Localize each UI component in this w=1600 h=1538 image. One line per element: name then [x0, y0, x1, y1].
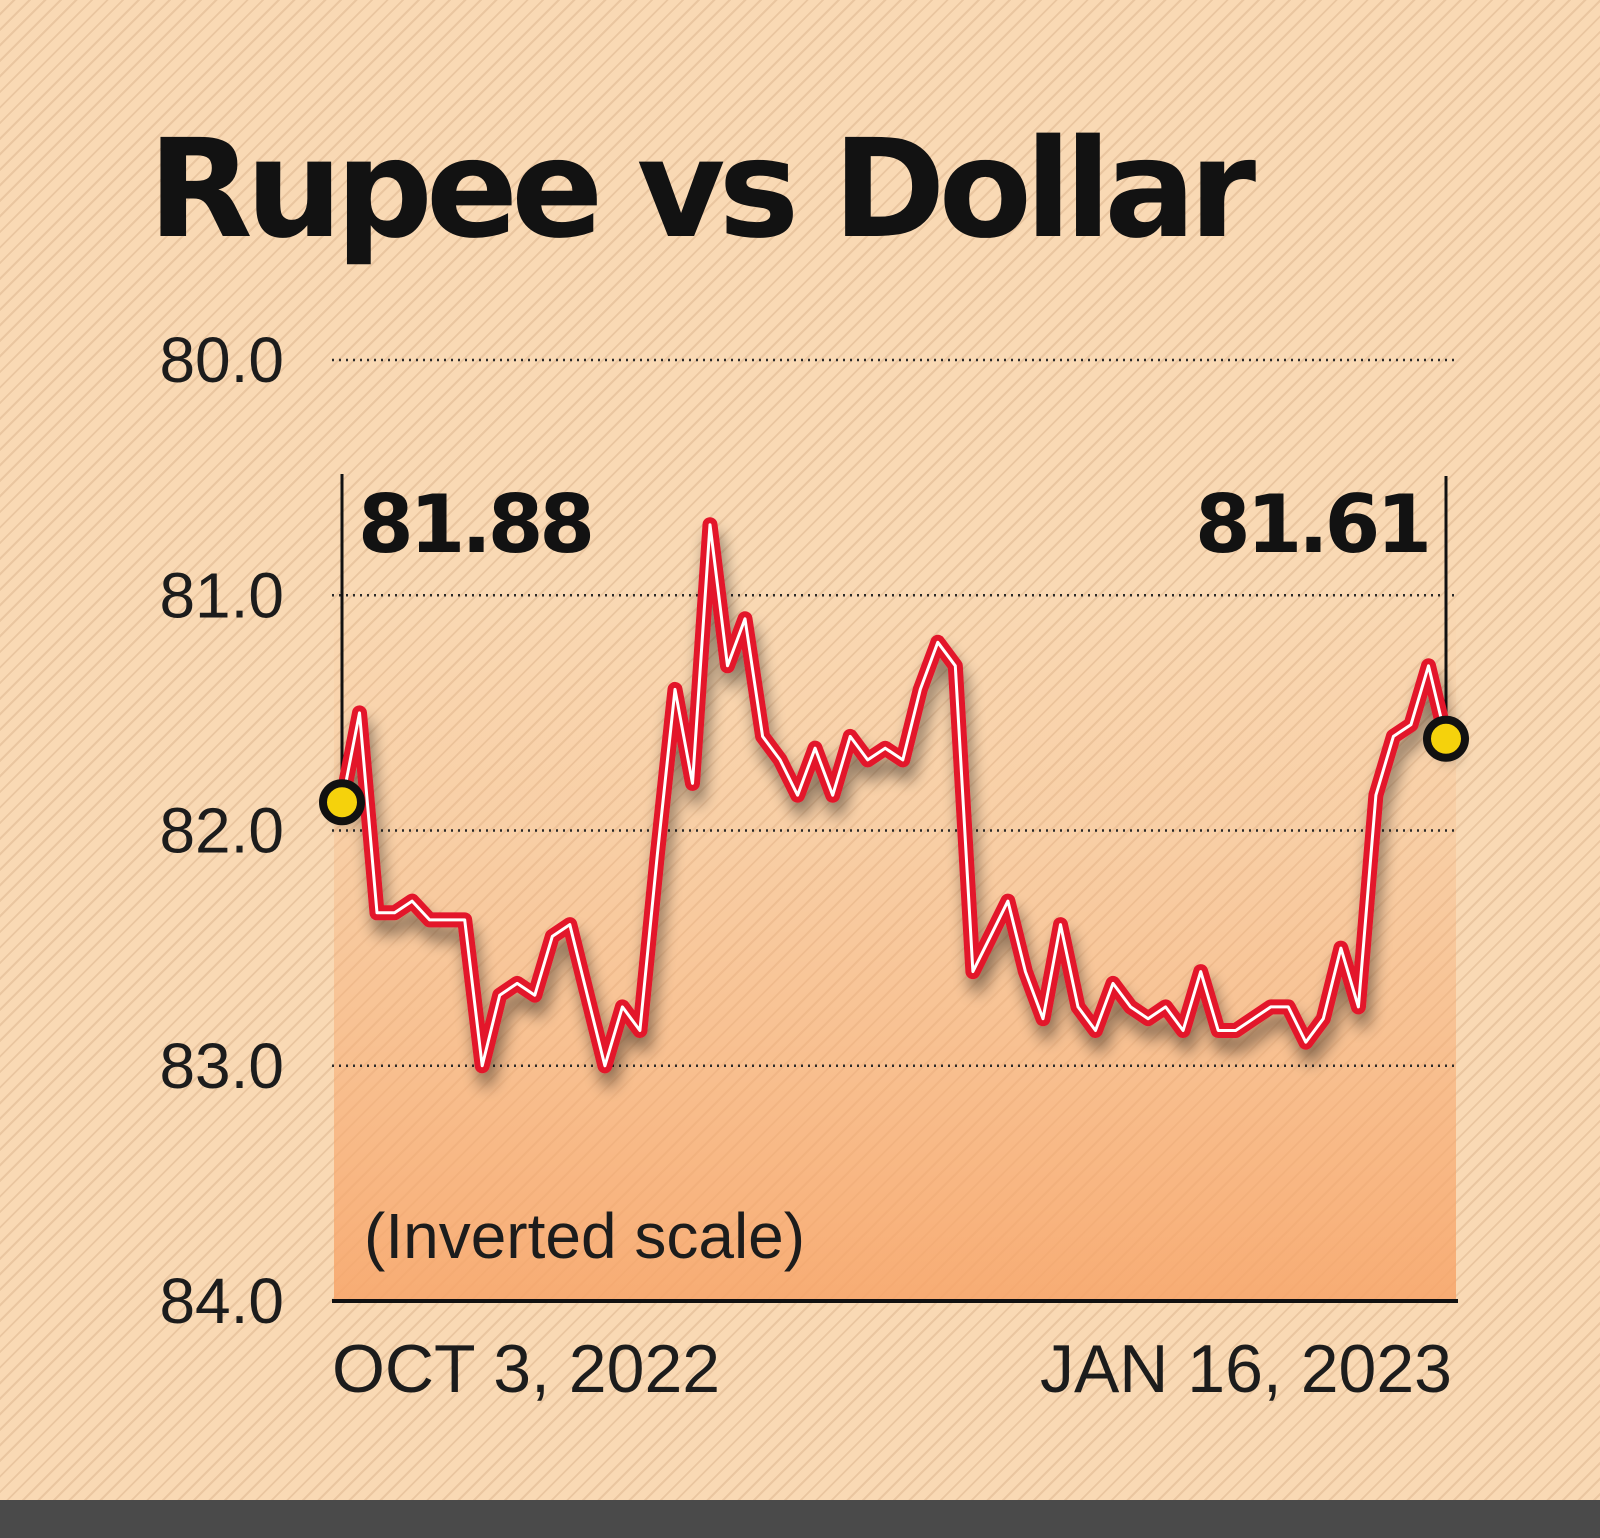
x-end-label: JAN 16, 2023 [1040, 1331, 1452, 1407]
inverted-scale-note: (Inverted scale) [364, 1200, 805, 1272]
y-tick-label: 80.0 [159, 324, 284, 396]
y-tick-label: 82.0 [159, 795, 284, 867]
start-value-label: 81.88 [358, 478, 591, 571]
footer-bar [0, 1500, 1600, 1538]
end-value-label: 81.61 [1195, 478, 1428, 571]
x-start-label: OCT 3, 2022 [332, 1331, 720, 1407]
chart-title: Rupee vs Dollar [148, 111, 1256, 269]
y-tick-label: 84.0 [159, 1265, 284, 1337]
shaded-area [334, 582, 1456, 1300]
end-marker [1423, 715, 1469, 762]
start-marker [319, 779, 365, 826]
series-line-highlight [340, 523, 1448, 1068]
y-tick-label: 81.0 [159, 559, 284, 631]
y-tick-label: 83.0 [159, 1030, 284, 1102]
